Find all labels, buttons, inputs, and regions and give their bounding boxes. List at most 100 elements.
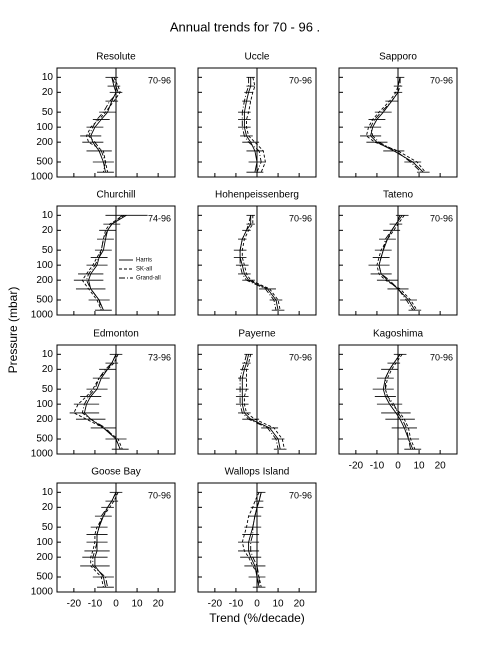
period-annotation: 70-96 (289, 490, 312, 500)
y-tick-label: 500 (36, 295, 53, 306)
trend-profile (241, 354, 281, 450)
panel-title: Kagoshima (373, 329, 423, 340)
trend-profile (241, 77, 262, 173)
trend-profile (241, 492, 262, 588)
trend-profile (90, 77, 117, 173)
trend-profile (248, 492, 262, 588)
trend-profile (239, 215, 277, 311)
x-tick-label: -20 (349, 461, 364, 472)
y-tick-label: 100 (36, 122, 53, 133)
y-tick-label: 50 (42, 384, 54, 395)
trend-profile (378, 215, 416, 311)
legend-label: SK-all (136, 267, 152, 273)
panel-title: Tateno (383, 190, 413, 201)
trend-profile (384, 354, 416, 450)
legend-label: Harris (136, 258, 152, 264)
trend-profile (378, 215, 414, 311)
period-annotation: 70-96 (430, 213, 453, 223)
period-annotation: 70-96 (289, 352, 312, 362)
period-annotation: 74-96 (148, 213, 171, 223)
trend-profile (86, 77, 121, 173)
figure-title: Annual trends for 70 - 96 . (170, 19, 320, 34)
y-tick-label: 50 (42, 107, 54, 118)
period-annotation: 70-96 (430, 75, 453, 85)
panel-title: Churchill (97, 190, 136, 201)
y-tick-label: 1000 (31, 310, 54, 321)
panel-title: Edmonton (93, 329, 139, 340)
trend-profile (243, 77, 258, 173)
trend-profile (246, 77, 266, 173)
x-tick-label: 10 (414, 461, 426, 472)
panel-title: Wallops Island (225, 467, 290, 478)
trend-profile (90, 492, 119, 588)
y-tick-label: 200 (36, 137, 53, 148)
trend-profile (239, 354, 279, 450)
y-tick-label: 100 (36, 399, 53, 410)
y-tick-label: 10 (42, 72, 54, 83)
trend-profile (384, 354, 412, 450)
y-tick-label: 10 (42, 210, 54, 221)
panel-title: Payerne (238, 329, 276, 340)
trend-profile (92, 492, 117, 588)
y-tick-label: 1000 (31, 587, 54, 598)
trend-profile (86, 214, 123, 311)
y-tick-label: 500 (36, 572, 53, 583)
y-tick-label: 10 (42, 487, 54, 498)
trend-profile (241, 215, 281, 311)
y-tick-label: 20 (42, 502, 54, 513)
x-tick-label: 20 (294, 599, 306, 610)
y-tick-label: 50 (42, 522, 54, 533)
panel-title: Resolute (96, 52, 136, 63)
x-tick-label: 20 (435, 461, 447, 472)
period-annotation: 70-96 (289, 213, 312, 223)
x-tick-label: -20 (67, 599, 82, 610)
trend-profile (250, 492, 262, 588)
y-tick-label: 20 (42, 364, 54, 375)
x-tick-label: 10 (132, 599, 144, 610)
panel-title: Sapporo (379, 52, 417, 63)
y-tick-label: 500 (36, 157, 53, 168)
x-tick-label: 0 (254, 599, 260, 610)
period-annotation: 70-96 (289, 75, 312, 85)
x-axis-label: Trend (%/decade) (209, 611, 305, 625)
trend-profile (370, 77, 422, 173)
trend-profile (382, 354, 414, 450)
y-tick-label: 10 (42, 349, 54, 360)
x-tick-label: 10 (273, 599, 285, 610)
y-tick-label: 200 (36, 275, 53, 286)
panel-title: Goose Bay (91, 467, 140, 478)
panel-title: Uccle (244, 52, 269, 63)
trend-profile (365, 77, 426, 173)
x-tick-label: 20 (153, 599, 165, 610)
trend-profile (370, 77, 424, 173)
trend-profile (81, 354, 121, 450)
period-annotation: 73-96 (148, 352, 171, 362)
x-tick-label: -10 (88, 599, 103, 610)
y-tick-label: 100 (36, 260, 53, 271)
period-annotation: 70-96 (148, 490, 171, 500)
x-tick-label: -10 (229, 599, 244, 610)
trend-profile (243, 354, 285, 450)
trend-profile (83, 354, 121, 450)
y-tick-label: 50 (42, 245, 54, 256)
y-tick-label: 200 (36, 414, 53, 425)
y-tick-label: 500 (36, 434, 53, 445)
y-tick-label: 1000 (31, 449, 54, 460)
y-axis-label: Pressure (mbar) (6, 287, 20, 374)
x-tick-label: -10 (370, 461, 385, 472)
trend-profile (73, 354, 123, 450)
trend-profile (376, 215, 418, 311)
legend-label: Grand-all (136, 276, 161, 282)
y-tick-label: 200 (36, 552, 53, 563)
period-annotation: 70-96 (148, 75, 171, 85)
trend-profile (81, 214, 125, 311)
trend-profile (88, 77, 119, 173)
x-tick-label: 0 (395, 461, 401, 472)
trend-profile (239, 215, 279, 311)
x-tick-label: 0 (113, 599, 119, 610)
y-tick-label: 1000 (31, 172, 54, 183)
panel-title: Hohenpeissenberg (215, 190, 299, 201)
period-annotation: 70-96 (430, 352, 453, 362)
y-tick-label: 20 (42, 225, 54, 236)
